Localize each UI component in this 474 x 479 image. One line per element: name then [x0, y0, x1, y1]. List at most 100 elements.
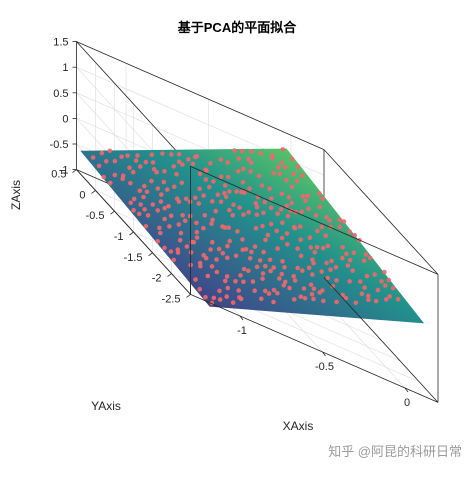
data-point — [325, 243, 331, 249]
data-point — [210, 239, 215, 245]
data-point — [224, 274, 230, 279]
data-point — [252, 244, 258, 249]
data-point — [279, 191, 285, 196]
data-point — [279, 160, 285, 166]
data-point — [252, 288, 257, 294]
data-point — [241, 266, 247, 272]
data-point — [128, 200, 134, 206]
data-point — [96, 163, 102, 169]
data-point — [295, 164, 301, 169]
data-point — [267, 257, 273, 263]
data-point — [298, 294, 304, 300]
x-tick-label: 0 — [404, 397, 410, 409]
z-tick-label: -1 — [59, 165, 69, 177]
data-point — [209, 221, 214, 226]
data-point — [197, 171, 203, 177]
data-point — [216, 246, 222, 252]
data-point — [263, 263, 268, 269]
data-point — [284, 177, 289, 183]
y-tick — [186, 294, 191, 298]
data-point — [202, 213, 208, 218]
data-point — [142, 207, 147, 212]
data-point — [363, 252, 369, 257]
data-point — [169, 152, 174, 157]
data-point — [130, 169, 136, 175]
data-point — [165, 187, 170, 192]
data-point — [194, 235, 200, 240]
data-point — [250, 279, 256, 284]
z-tick-label: 1 — [62, 62, 68, 74]
fitted-plane — [80, 148, 425, 324]
data-point — [234, 189, 239, 194]
data-point — [283, 165, 288, 170]
data-point — [246, 156, 251, 162]
data-point — [317, 191, 322, 196]
data-point — [382, 269, 387, 275]
data-point — [289, 184, 295, 190]
y-tick-label: -2.5 — [162, 293, 181, 305]
data-point — [161, 179, 167, 185]
data-point — [171, 257, 177, 263]
data-point — [275, 246, 280, 251]
data-point — [141, 194, 146, 200]
data-point — [334, 278, 339, 283]
data-point — [182, 218, 188, 224]
data-point — [291, 297, 297, 302]
data-point — [210, 199, 215, 204]
data-point — [247, 186, 252, 191]
data-point — [227, 238, 232, 244]
data-point — [362, 285, 367, 290]
data-point — [311, 261, 316, 266]
data-point — [235, 229, 240, 234]
data-point — [209, 264, 215, 269]
data-point — [99, 150, 105, 156]
data-point — [177, 237, 183, 243]
data-point — [217, 297, 223, 302]
data-point — [249, 160, 254, 166]
data-point — [382, 283, 388, 288]
x-tick-label: -1 — [237, 325, 247, 337]
data-point — [361, 258, 367, 264]
data-point — [246, 268, 251, 274]
box-edge — [323, 277, 439, 403]
data-point — [240, 247, 245, 253]
y-tick — [167, 273, 172, 277]
data-point — [160, 151, 165, 156]
z-tick-label: 1.5 — [53, 37, 68, 49]
data-point — [215, 192, 221, 197]
data-point — [167, 224, 172, 229]
data-point — [188, 250, 194, 255]
data-point — [269, 196, 274, 201]
data-point — [155, 239, 160, 244]
box-edge — [76, 41, 325, 150]
data-point — [143, 224, 149, 229]
data-point — [119, 154, 124, 159]
y-tick-label: -1.5 — [124, 252, 143, 264]
data-point — [271, 265, 277, 270]
data-point — [175, 250, 181, 255]
data-point — [180, 162, 185, 167]
data-point — [347, 279, 353, 284]
data-point — [379, 279, 384, 284]
data-point — [297, 224, 303, 229]
data-point — [176, 151, 182, 157]
data-point — [186, 157, 191, 162]
data-point — [267, 186, 273, 192]
data-point — [248, 169, 253, 174]
data-point — [261, 210, 266, 216]
data-point — [214, 257, 219, 262]
data-point — [238, 273, 243, 278]
data-point — [127, 165, 132, 170]
data-point — [133, 158, 139, 163]
data-point — [298, 237, 304, 242]
y-tick — [110, 210, 115, 215]
data-point — [352, 232, 358, 238]
data-point — [317, 204, 323, 210]
data-point — [282, 265, 287, 270]
data-point — [256, 173, 262, 179]
data-point — [266, 291, 272, 296]
data-point — [359, 291, 365, 297]
data-point — [179, 180, 185, 186]
data-point — [287, 285, 292, 291]
